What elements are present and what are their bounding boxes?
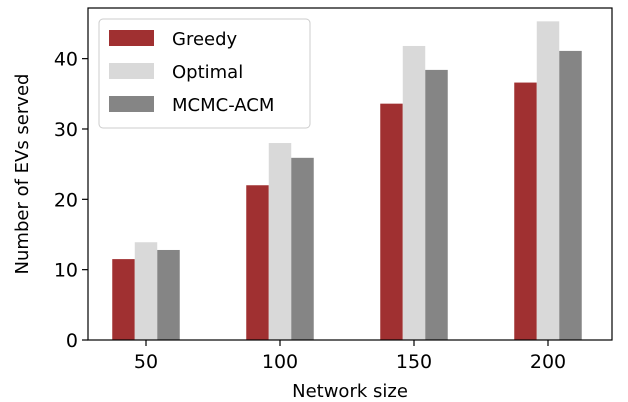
x-tick-label: 200 [530, 351, 566, 373]
bar-optimal-100 [268, 143, 292, 340]
x-axis-label: Network size [292, 381, 408, 402]
plot-frame [87, 7, 613, 341]
bar-greedy-50 [112, 259, 135, 340]
y-axis-label: Number of EVs served [12, 74, 33, 275]
legend-label: Greedy [172, 29, 238, 50]
bar-greedy-100 [246, 185, 269, 340]
bar-greedy-200 [514, 82, 537, 340]
bar-optimal-150 [402, 45, 426, 340]
bar-mcmc-acm-150 [425, 69, 448, 341]
bar-optimal-200 [536, 21, 560, 341]
y-tick-label: 10 [54, 260, 78, 282]
x-tick-label: 100 [262, 351, 298, 373]
x-axis: 50 100 150 200 [134, 340, 566, 373]
y-tick-label: 30 [54, 119, 78, 141]
legend-label: Optimal [172, 62, 243, 83]
bar-mcmc-acm-100 [291, 157, 314, 340]
legend: Greedy Optimal MCMC-ACM [98, 18, 311, 129]
legend-label: MCMC-ACM [172, 95, 274, 116]
y-tick-label: 20 [54, 189, 78, 211]
y-axis: 0 10 20 30 40 [54, 49, 88, 352]
y-tick-label: 40 [54, 49, 78, 71]
bar-mcmc-acm-200 [559, 50, 582, 340]
bar-mcmc-acm-50 [157, 249, 180, 340]
y-tick-label: 0 [66, 330, 78, 352]
legend-swatch [109, 63, 154, 79]
bar-greedy-150 [380, 103, 403, 340]
bar-optimal-50 [134, 242, 158, 340]
x-tick-label: 150 [396, 351, 432, 373]
legend-swatch [109, 96, 154, 112]
bars-group [112, 21, 582, 341]
x-tick-label: 50 [134, 351, 158, 373]
legend-swatch [109, 30, 154, 46]
